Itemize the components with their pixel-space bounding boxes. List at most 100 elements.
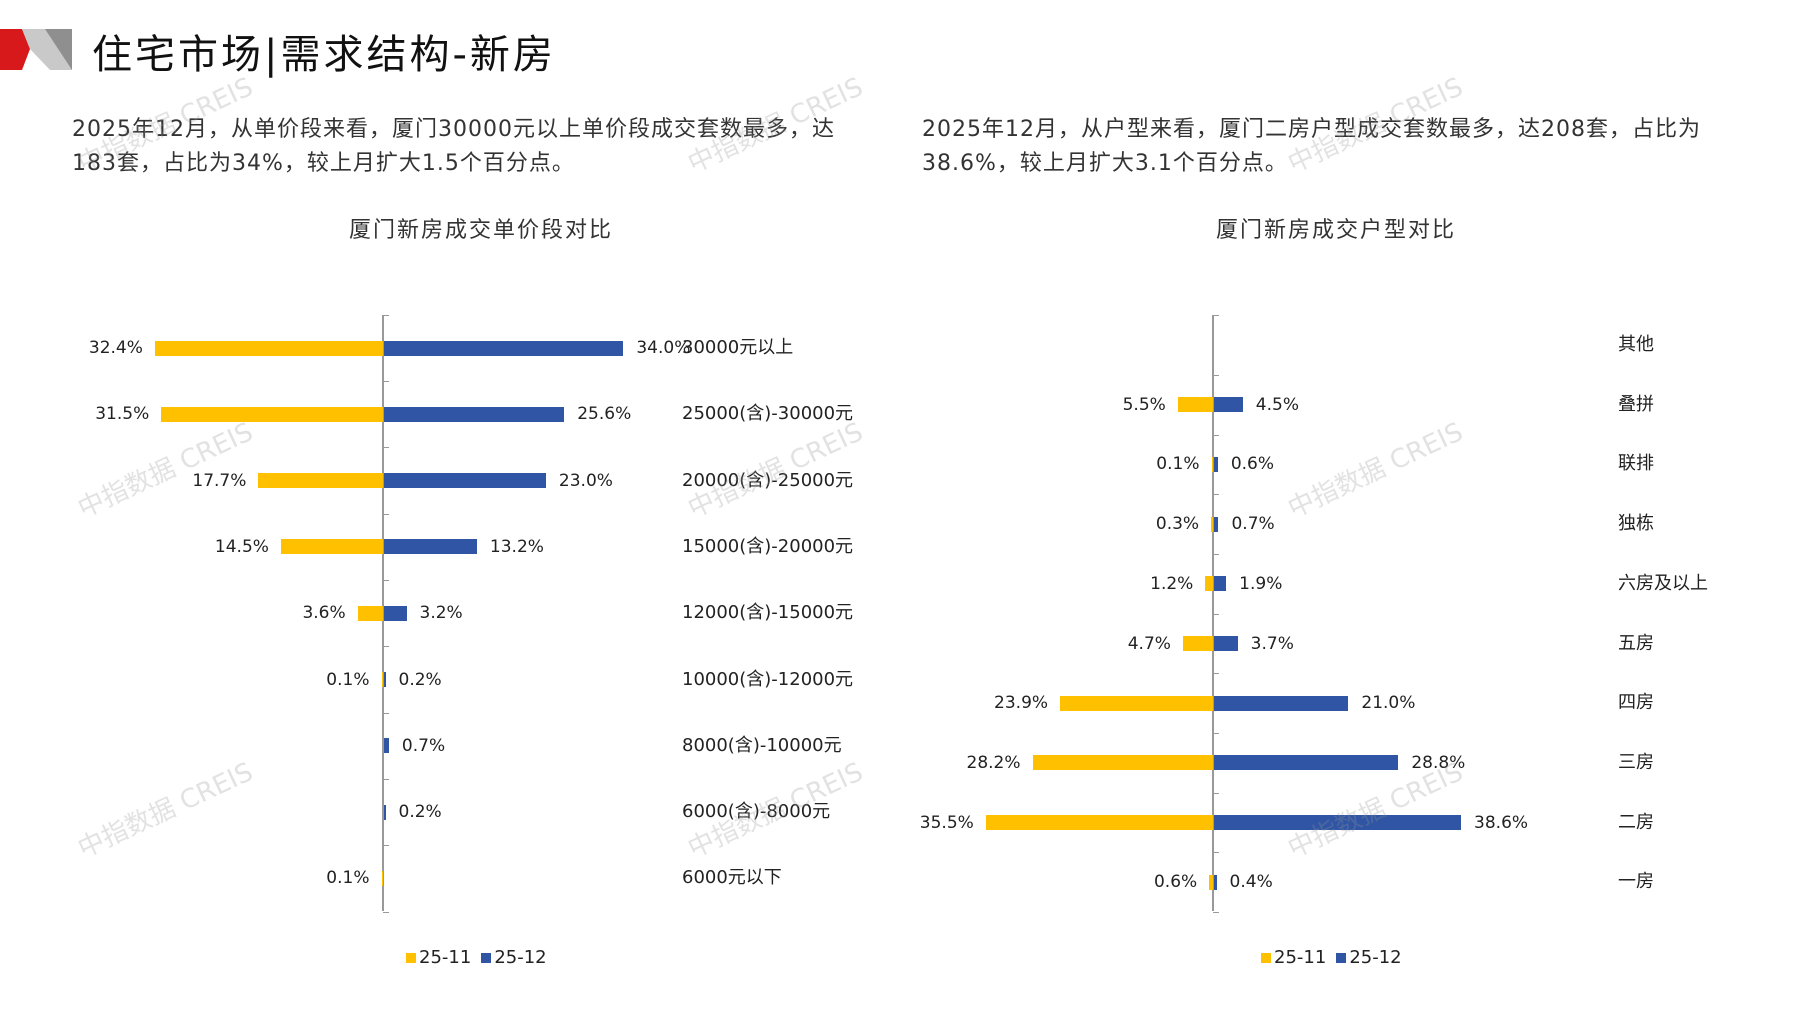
category-label: 6000(含)-8000元 bbox=[682, 801, 831, 823]
axis-tick bbox=[383, 447, 389, 449]
category-label: 四房 bbox=[1618, 692, 1654, 714]
axis-tick bbox=[383, 712, 389, 714]
axis-tick bbox=[383, 646, 389, 648]
category-label: 8000(含)-10000元 bbox=[682, 734, 842, 756]
axis-tick bbox=[1213, 315, 1219, 317]
axis-tick bbox=[1213, 792, 1219, 794]
legend-label: 25-11 bbox=[419, 947, 472, 968]
value-label-25-12: 38.6% bbox=[1474, 812, 1529, 833]
bar-25-11 bbox=[1177, 397, 1213, 413]
value-label-25-12: 3.7% bbox=[1250, 633, 1294, 654]
watermark: 中指数据 CREIS bbox=[683, 417, 868, 525]
bar-25-12 bbox=[1214, 456, 1218, 472]
category-label: 叠拼 bbox=[1618, 393, 1654, 415]
category-label: 10000(含)-12000元 bbox=[682, 668, 854, 690]
chart-title: 厦门新房成交单价段对比 bbox=[348, 218, 614, 243]
axis-tick bbox=[383, 513, 389, 515]
watermark: 中指数据 CREIS bbox=[73, 417, 258, 525]
value-label-25-11: 0.1% bbox=[326, 669, 370, 690]
value-label-25-12: 0.2% bbox=[398, 802, 442, 823]
axis-tick bbox=[1213, 733, 1219, 735]
watermark: 中指数据 CREIS bbox=[73, 757, 258, 865]
axis-tick bbox=[1213, 374, 1219, 376]
bar-25-11 bbox=[258, 473, 383, 489]
bar-25-12 bbox=[384, 738, 389, 754]
bar-25-11 bbox=[381, 672, 383, 687]
value-label-25-11: 0.3% bbox=[1155, 514, 1200, 535]
category-label: 联排 bbox=[1618, 453, 1654, 475]
value-label-25-12: 25.6% bbox=[577, 404, 632, 425]
value-label-25-12: 13.2% bbox=[489, 536, 544, 557]
legend-label: 25-12 bbox=[494, 947, 547, 968]
bar-25-12 bbox=[384, 406, 565, 422]
category-label: 6000元以下 bbox=[682, 867, 782, 889]
bar-25-12 bbox=[384, 605, 407, 621]
bar-25-11 bbox=[1182, 636, 1213, 651]
legend-label: 25-11 bbox=[1274, 947, 1327, 968]
axis-tick bbox=[1213, 434, 1219, 436]
value-label-25-12: 28.8% bbox=[1411, 752, 1466, 773]
axis-tick bbox=[1213, 852, 1219, 854]
left-summary: 2025年12月，从单价段来看，厦门30000元以上单价段成交套数最多，达183… bbox=[72, 117, 835, 176]
legend-item: 25-11 bbox=[1261, 947, 1326, 968]
axis-tick bbox=[1213, 912, 1219, 914]
category-label: 15000(含)-20000元 bbox=[682, 535, 854, 557]
legend-label: 25-12 bbox=[1349, 947, 1402, 968]
bar-25-11 bbox=[1209, 874, 1213, 890]
bar-25-12 bbox=[384, 340, 624, 356]
axis-tick bbox=[1213, 613, 1219, 615]
chart-legend: 25-11 25-12 bbox=[406, 947, 547, 968]
axis-tick bbox=[383, 580, 389, 582]
value-label-25-12: 0.7% bbox=[401, 735, 446, 756]
axis-tick bbox=[383, 911, 389, 913]
category-label: 独栋 bbox=[1618, 513, 1654, 535]
bar-25-11 bbox=[1211, 456, 1213, 472]
axis-tick bbox=[1213, 494, 1219, 496]
axis-line bbox=[1212, 315, 1214, 911]
legend-swatch bbox=[1261, 953, 1271, 963]
bar-25-12 bbox=[1214, 516, 1219, 532]
value-label-25-11: 0.6% bbox=[1153, 872, 1198, 893]
value-label-25-11: 4.7% bbox=[1127, 633, 1171, 654]
bar-25-12 bbox=[384, 672, 386, 687]
category-label: 其他 bbox=[1618, 334, 1654, 355]
bar-25-11 bbox=[161, 406, 383, 422]
value-label-25-12: 0.7% bbox=[1231, 514, 1275, 535]
value-label-25-12: 0.2% bbox=[398, 669, 442, 690]
legend-item: 25-12 bbox=[481, 947, 547, 968]
axis-line bbox=[382, 315, 384, 911]
legend-item: 25-12 bbox=[1336, 947, 1402, 968]
bar-25-12 bbox=[384, 804, 386, 820]
bar-25-11 bbox=[985, 815, 1213, 831]
value-label-25-11: 32.4% bbox=[88, 338, 143, 358]
bar-25-11 bbox=[1205, 576, 1213, 592]
value-label-25-12: 3.2% bbox=[419, 603, 463, 624]
bar-25-12 bbox=[1214, 755, 1399, 771]
page-title: 住宅市场|需求结构-新房 bbox=[92, 32, 556, 78]
value-label-25-11: 35.5% bbox=[919, 812, 974, 833]
value-label-25-12: 4.5% bbox=[1255, 394, 1299, 415]
value-label-25-11: 0.1% bbox=[1156, 454, 1200, 475]
axis-tick bbox=[383, 381, 389, 383]
category-label: 二房 bbox=[1618, 811, 1654, 833]
value-label-25-11: 28.2% bbox=[966, 752, 1021, 773]
bar-25-11 bbox=[1211, 516, 1213, 532]
value-label-25-11: 0.1% bbox=[326, 868, 370, 889]
category-label: 12000(含)-15000元 bbox=[682, 602, 854, 624]
legend-swatch bbox=[406, 953, 416, 963]
bar-25-11 bbox=[280, 539, 383, 555]
bar-25-12 bbox=[384, 539, 477, 555]
legend-swatch bbox=[481, 953, 492, 963]
bar-25-11 bbox=[1060, 695, 1213, 711]
value-label-25-11: 1.2% bbox=[1150, 573, 1194, 594]
value-label-25-11: 17.7% bbox=[192, 470, 247, 491]
bar-25-12 bbox=[1214, 874, 1217, 890]
bar-25-12 bbox=[1214, 397, 1243, 413]
category-label: 30000元以上 bbox=[682, 337, 794, 358]
chart-legend: 25-11 25-12 bbox=[1261, 947, 1402, 968]
value-label-25-12: 21.0% bbox=[1361, 693, 1416, 714]
axis-tick bbox=[383, 845, 389, 847]
value-label-25-12: 1.9% bbox=[1239, 573, 1283, 594]
category-label: 20000(含)-25000元 bbox=[682, 469, 854, 491]
bar-25-11 bbox=[381, 870, 383, 886]
